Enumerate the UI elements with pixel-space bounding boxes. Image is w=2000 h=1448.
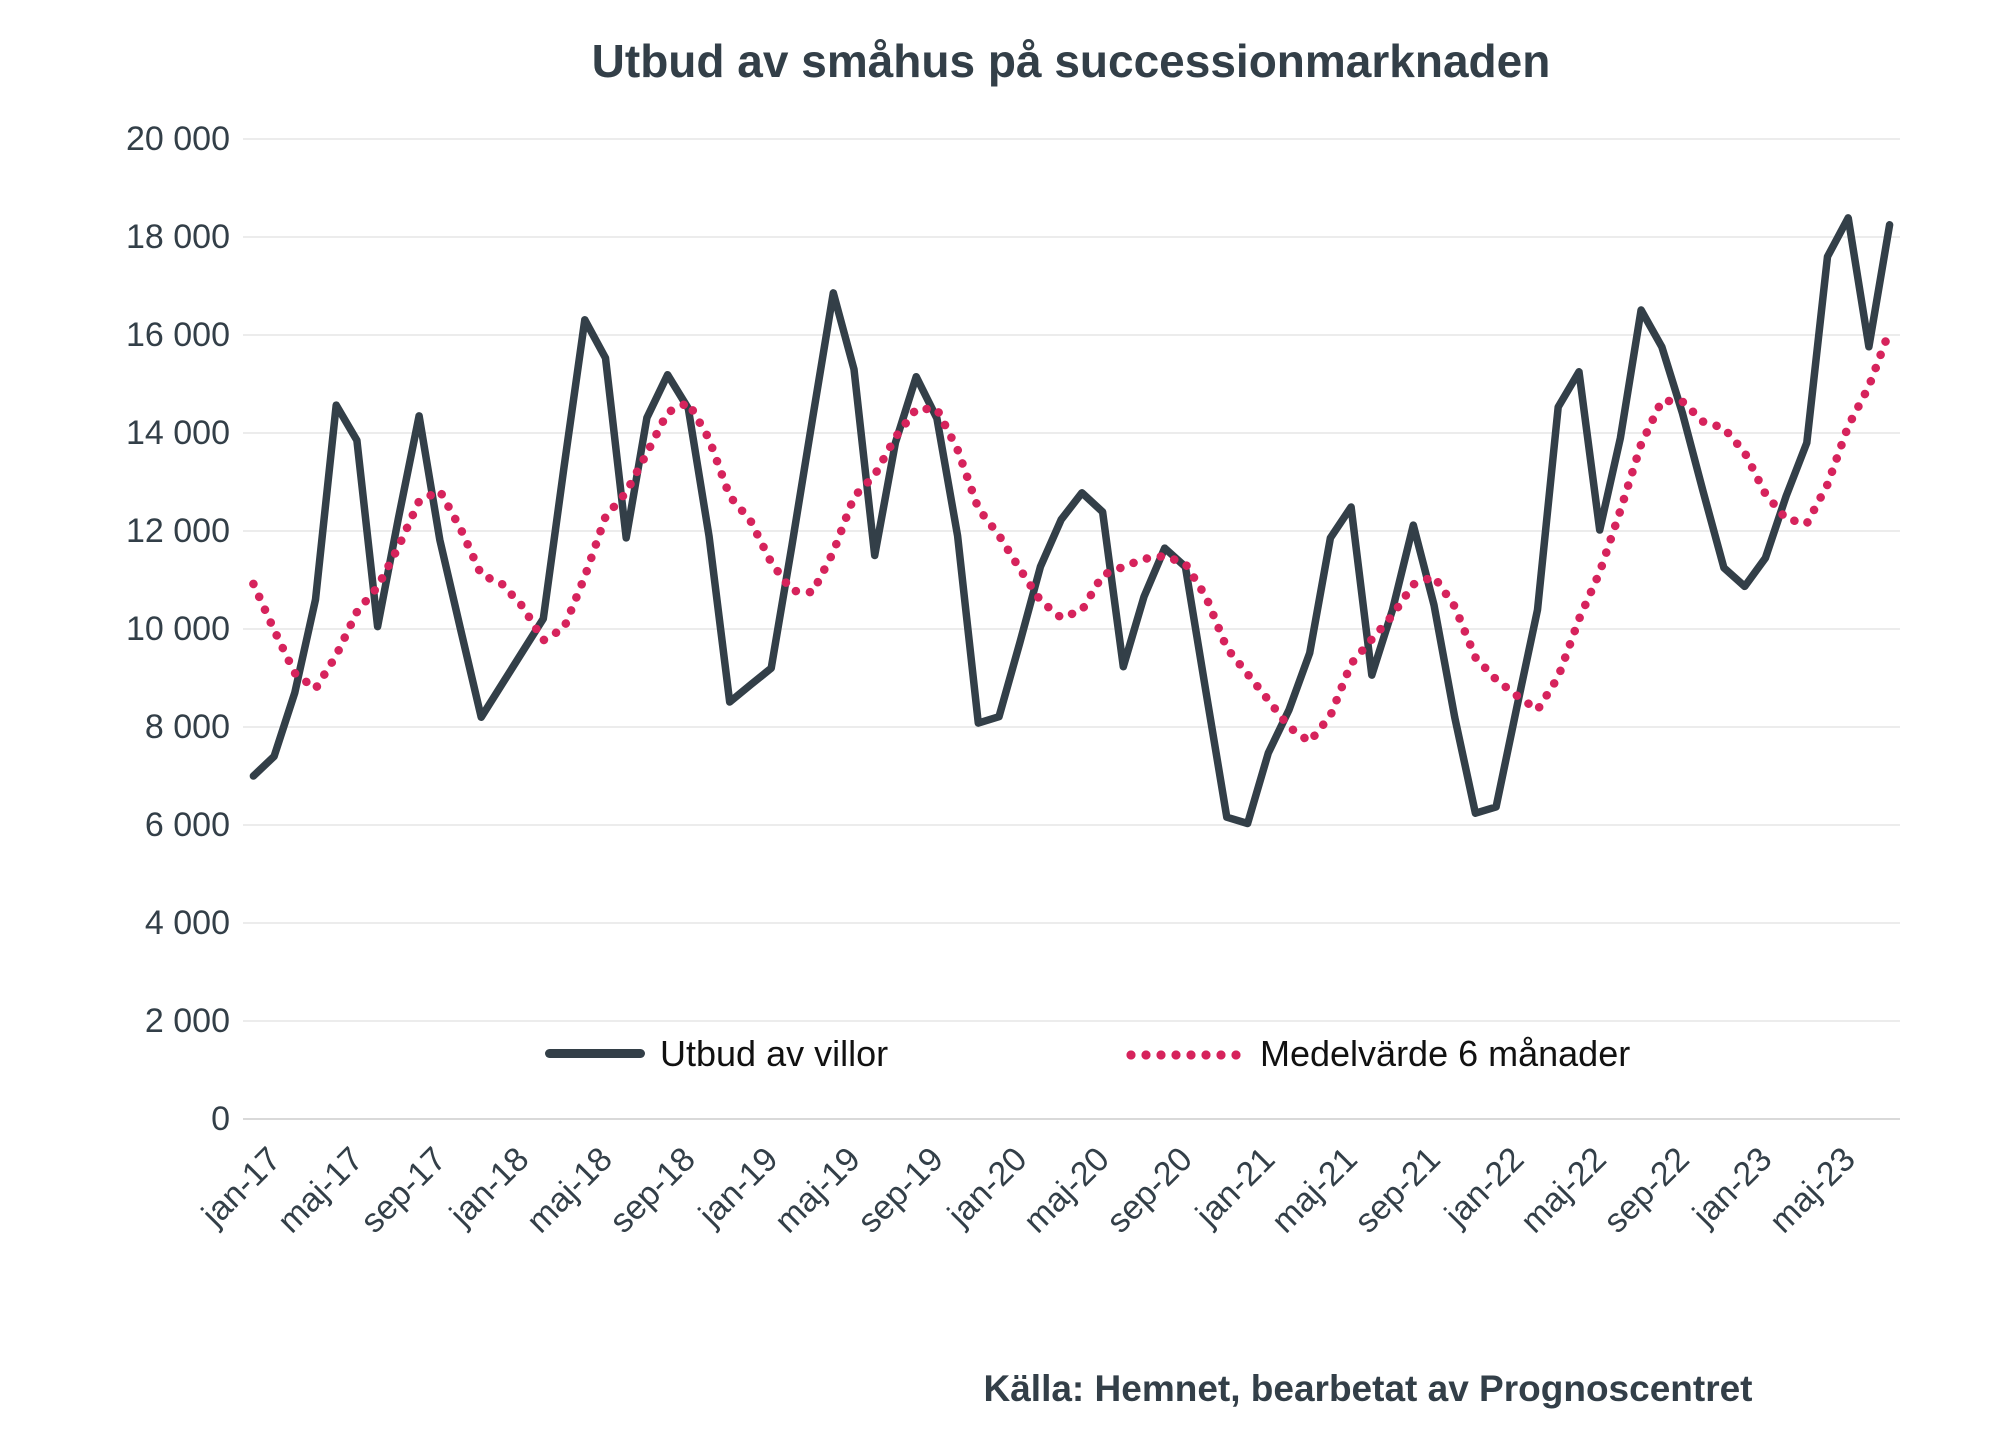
y-axis-label: 4 000 [144,904,230,942]
legend-label-villor: Utbud av villor [660,1033,889,1074]
y-axis-label: 10 000 [126,610,230,648]
y-axis-label: 20 000 [126,120,230,158]
y-axis-label: 8 000 [144,708,230,746]
y-axis-label: 6 000 [144,806,230,844]
legend-solid-line-swatch [545,1049,645,1058]
y-axis-label: 0 [211,1100,230,1138]
legend-label-medelvarde: Medelvärde 6 månader [1260,1033,1631,1074]
y-axis-label: 14 000 [126,414,230,452]
legend-dotted-line-swatch [1126,1050,1246,1060]
villor-line-series [249,214,1894,828]
y-axis-label: 16 000 [126,316,230,354]
y-axis-label: 2 000 [144,1002,230,1040]
y-axis-label: 18 000 [126,218,230,256]
source-note: Källa: Hemnet, bearbetat av Prognoscentr… [983,1368,1753,1409]
y-axis-label: 12 000 [126,512,230,550]
chart-title: Utbud av småhus på successionmarknaden [591,35,1551,87]
medelvarde-dotted-series [249,326,1894,748]
